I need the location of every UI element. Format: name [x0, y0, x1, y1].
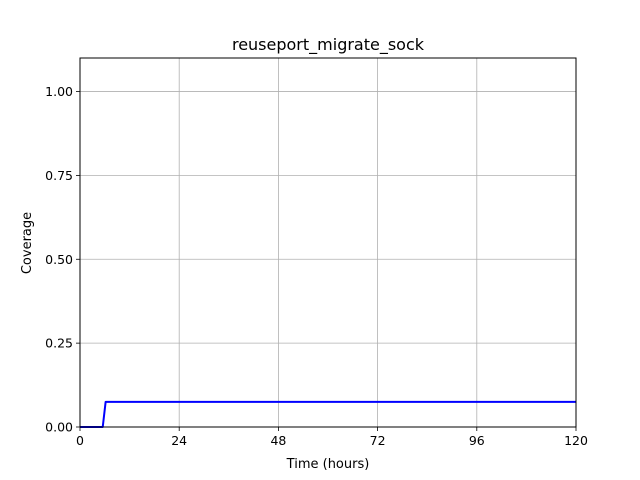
x-tick-label: 0: [76, 433, 84, 448]
y-tick-label: 0.75: [45, 168, 73, 183]
x-tick-label: 24: [171, 433, 187, 448]
y-tick-label: 0.25: [45, 336, 73, 351]
x-tick-label: 48: [270, 433, 286, 448]
y-axis-label: Coverage: [20, 212, 35, 274]
x-tick-label: 96: [469, 433, 485, 448]
y-tick-label: 0.50: [45, 252, 73, 267]
x-tick-label: 120: [564, 433, 588, 448]
plot-frame: [79, 57, 577, 428]
chart-title: reuseport_migrate_sock: [232, 35, 425, 55]
y-tick-label: 1.00: [45, 84, 73, 99]
x-tick-label: 72: [370, 433, 386, 448]
x-axis-label: Time (hours): [286, 457, 370, 472]
axis-ticks: 0 24 48 72 96 120 0.00 0.25 0.50 0.75 1.00: [45, 84, 588, 448]
y-tick-label: 0.00: [45, 420, 73, 435]
